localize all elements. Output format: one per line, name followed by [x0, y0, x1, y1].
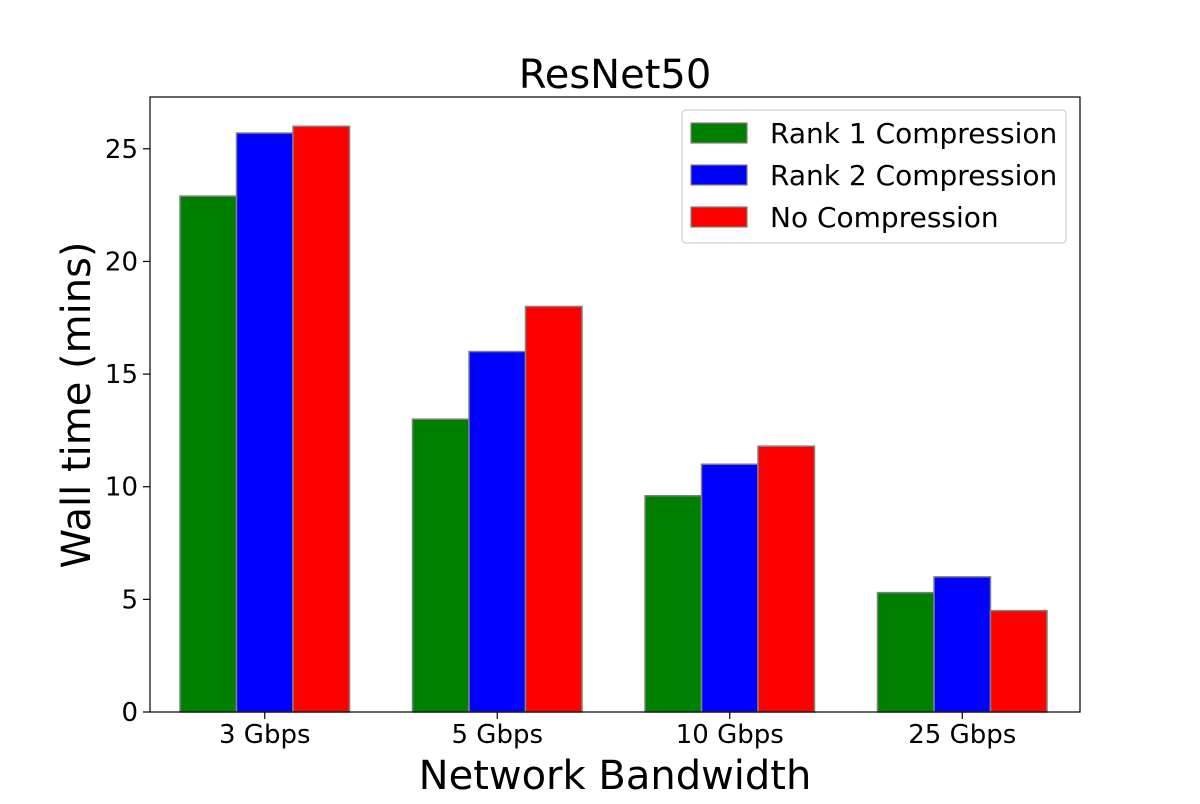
bars-layer: [179, 125, 1048, 713]
x-tick-label: 10 Gbps: [676, 720, 784, 750]
x-tick-label: 5 Gbps: [451, 720, 543, 750]
x-tick-label: 25 Gbps: [908, 720, 1016, 750]
y-tick-label: 5: [121, 585, 138, 615]
bar-rank-2-compression-3-gbps: [235, 132, 294, 713]
bar-no-compression-5-gbps: [524, 305, 583, 713]
legend-label: Rank 1 Compression: [770, 117, 1057, 150]
legend-swatch: [690, 122, 748, 144]
bar-rank-1-compression-25-gbps: [876, 591, 935, 713]
bar-rank-1-compression-10-gbps: [644, 494, 703, 713]
y-tick-label: 15: [105, 360, 138, 390]
bar-no-compression-10-gbps: [757, 445, 816, 713]
legend-label: Rank 2 Compression: [770, 159, 1057, 192]
plot-frame: [149, 96, 1081, 713]
legend-label: No Compression: [770, 201, 999, 234]
axes-layer: 0 5 10 15 20 25 3 Gbps 5 Gbps 10 Gbps 25 Gbps: [105, 96, 1081, 750]
y-tick-label: 0: [121, 698, 138, 728]
chart-title: ResNet50: [519, 52, 712, 98]
legend-box: [681, 109, 1067, 244]
y-axis-label: Wall time (mins): [54, 241, 100, 568]
bar-rank-1-compression-5-gbps: [411, 418, 470, 713]
y-tick-label: 10: [105, 473, 138, 503]
x-tick-label: 3 Gbps: [219, 720, 311, 750]
y-tick-label: 20: [105, 247, 138, 277]
y-tick-label: 25: [105, 135, 138, 165]
bar-rank-2-compression-5-gbps: [468, 350, 527, 713]
bar-rank-2-compression-10-gbps: [700, 463, 759, 713]
x-axis-label: Network Bandwidth: [419, 753, 812, 799]
legend-swatch: [690, 164, 748, 186]
legend: Rank 1 Compression Rank 2 Compression No C…: [681, 109, 1067, 244]
legend-swatch: [690, 206, 748, 228]
bar-no-compression-25-gbps: [989, 609, 1048, 713]
bar-rank-1-compression-3-gbps: [179, 195, 238, 713]
bar-no-compression-3-gbps: [292, 125, 351, 713]
bar-rank-2-compression-25-gbps: [933, 576, 992, 713]
